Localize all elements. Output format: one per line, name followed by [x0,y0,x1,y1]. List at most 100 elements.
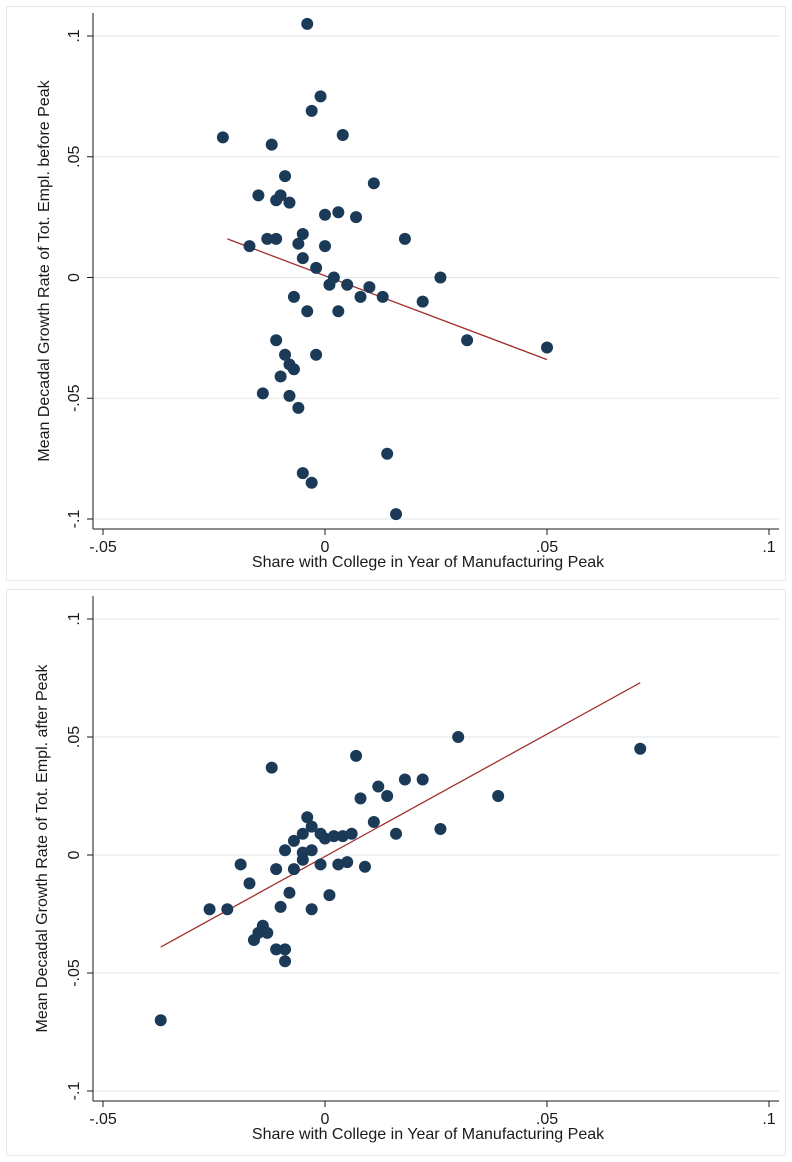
data-point [274,900,287,913]
data-point [287,863,300,876]
x-tick-label: .05 [536,1111,558,1128]
y-tick-label: -.1 [66,510,83,529]
data-point [332,305,345,318]
data-point [283,196,296,209]
data-point [154,1014,167,1027]
data-point [243,877,256,890]
data-point [279,943,292,956]
y-tick-label: -.05 [66,959,83,987]
data-point [314,858,327,871]
y-tick-label: 0 [66,273,83,282]
data-point [354,792,367,805]
data-point [398,773,411,786]
x-tick-label: -.05 [89,1111,117,1128]
data-point [398,232,411,245]
x-axis-title: Share with College in Year of Manufactur… [252,1126,605,1143]
data-point [243,240,256,253]
data-point [350,749,363,762]
data-point [287,290,300,303]
data-point [376,290,389,303]
data-point [261,926,274,939]
data-point [279,170,292,183]
data-point [323,889,336,902]
data-point [390,508,403,521]
data-point [305,844,318,857]
data-point [305,476,318,489]
data-point [381,447,394,460]
chart-panel-before-peak: -.1 -.05 0 .05 .1 -.05 0 .05 .1 Share with Colleg… [6,6,786,581]
data-point [221,903,234,916]
data-point [287,834,300,847]
data-point [354,290,367,303]
data-point [492,790,505,802]
data-point [341,856,354,869]
data-point [274,370,287,383]
data-point [287,363,300,376]
scatter-chart-after-peak: -.1 -.05 0 .05 .1 -.05 0 .05 .1 Share with Colleg… [34,596,779,1143]
x-tick-label: .1 [762,1111,775,1128]
data-point [363,281,376,294]
data-point [345,827,358,840]
data-point [270,232,283,245]
data-point [390,827,403,840]
data-point [634,742,647,755]
data-point [416,773,429,786]
data-point [314,90,327,103]
data-point [283,886,296,899]
chart-panel-after-peak: -.1 -.05 0 .05 .1 -.05 0 .05 .1 Share with Colleg… [6,589,786,1156]
data-point [296,228,309,241]
data-point [283,389,296,402]
data-point [323,278,336,291]
y-tick-label: 0 [66,850,83,859]
x-tick-label: .1 [762,539,775,556]
y-tick-label: .05 [66,146,83,168]
data-point [350,211,363,224]
data-point [265,138,278,151]
data-point [416,295,429,308]
data-point [252,189,265,202]
data-point [358,860,371,873]
data-point [305,903,318,916]
data-point [319,208,331,221]
y-axis-title: Mean Decadal Growth Rate of Tot. Empl. a… [34,664,51,1033]
data-point [296,853,309,866]
data-point [261,232,274,245]
y-tick-label: .1 [66,29,83,42]
data-point [270,863,283,876]
data-point [234,858,247,871]
data-point [327,830,340,843]
data-point [319,240,331,253]
data-point [296,467,309,480]
x-tick-label: 0 [321,539,330,556]
y-tick-label: -.1 [66,1082,83,1101]
y-tick-label: -.05 [66,384,83,412]
data-point [247,933,260,946]
data-point [301,305,314,318]
data-point [332,206,345,219]
y-tick-label: .1 [66,612,83,625]
data-point [341,278,354,291]
data-point [279,348,292,361]
data-point [296,827,309,840]
data-point [256,387,269,400]
data-point [301,811,314,824]
data-point [203,903,216,916]
data-point [292,401,305,414]
data-point [541,341,553,354]
data-point [372,780,385,793]
data-point [310,348,323,361]
x-tick-label: 0 [321,1111,330,1128]
data-point [434,823,447,836]
data-point [305,104,318,117]
data-point [434,271,447,284]
scatter-chart-before-peak: -.1 -.05 0 .05 .1 -.05 0 .05 .1 Share with Colleg… [36,13,779,571]
x-tick-label: -.05 [89,539,117,556]
x-axis-title: Share with College in Year of Manufactur… [252,554,605,571]
data-point [452,731,465,743]
fitted-line [160,682,641,948]
data-point [310,261,323,274]
x-tick-label: .05 [536,539,558,556]
data-point [270,194,283,207]
y-tick-label: .05 [66,726,83,748]
data-point [367,177,380,190]
